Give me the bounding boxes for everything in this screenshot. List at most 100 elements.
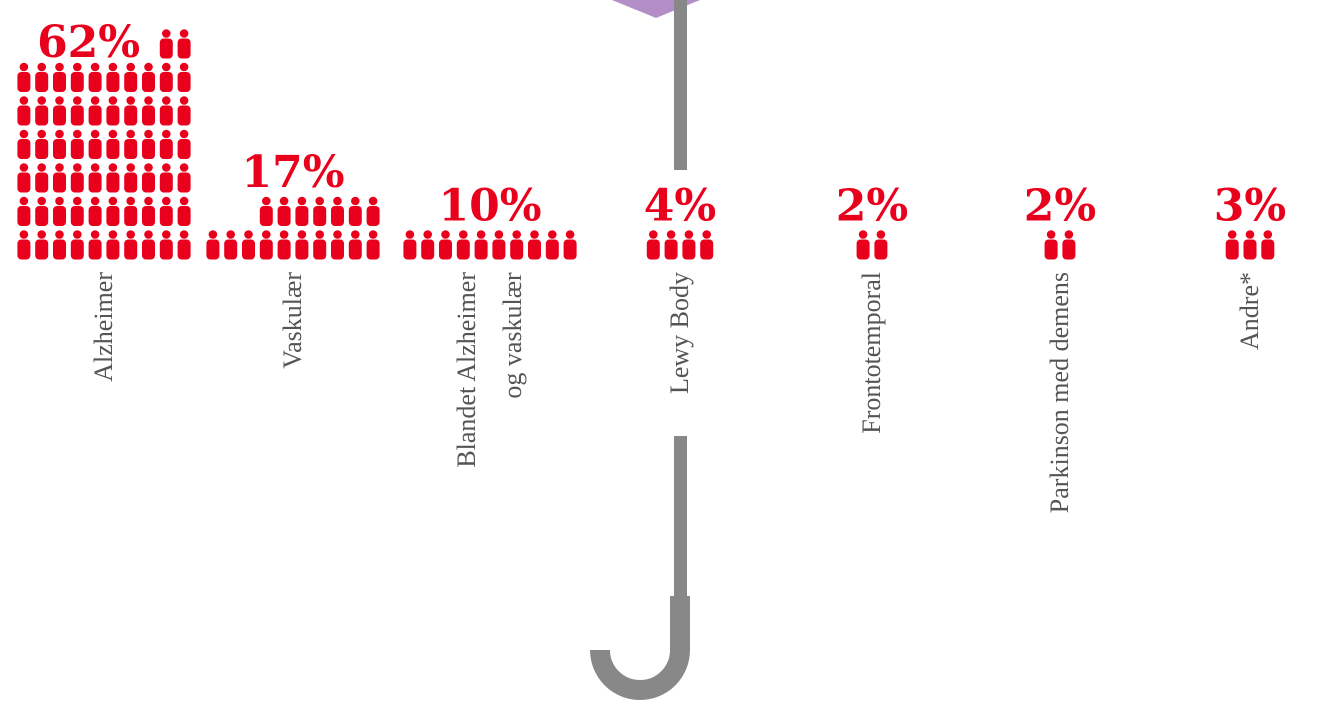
person-icon-body [1045, 240, 1058, 260]
category-label: Parkinson med demens [1037, 272, 1083, 513]
person-icon-head [73, 130, 82, 139]
person-icon-head [109, 197, 118, 206]
person-icon-body [142, 106, 155, 126]
person-icon-head [73, 230, 82, 239]
person-icon-body [124, 72, 137, 92]
value-label: 17% [241, 147, 344, 198]
person-icon-body [35, 206, 48, 226]
pictogram-group [403, 230, 576, 259]
person-icon-head [244, 230, 253, 239]
person-icon-body [53, 139, 66, 159]
person-icon-body [53, 173, 66, 193]
value-label: 2% [836, 181, 908, 232]
person-icon-body [349, 240, 362, 260]
person-icon-body [142, 206, 155, 226]
value-label: 4% [644, 181, 716, 232]
person-icon-body [142, 240, 155, 260]
person-icon-head [180, 29, 189, 38]
person-icon-body [206, 240, 219, 260]
person-icon-body [160, 39, 173, 59]
person-icon-head [91, 163, 100, 172]
person-icon-head [180, 163, 189, 172]
pictogram-group [1226, 230, 1275, 259]
person-icon-head [298, 230, 307, 239]
person-icon-body [17, 173, 30, 193]
value-label: 2% [1024, 181, 1096, 232]
person-icon-body [546, 240, 559, 260]
person-icon-body [160, 139, 173, 159]
person-icon-body [35, 240, 48, 260]
person-icon-head [144, 130, 153, 139]
person-icon-head [91, 96, 100, 105]
person-icon-body [278, 240, 291, 260]
person-icon-head [226, 230, 235, 239]
person-icon-body [682, 240, 695, 260]
person-icon-body [106, 206, 119, 226]
value-label: 3% [1214, 181, 1286, 232]
person-icon-body [106, 106, 119, 126]
person-icon-head [180, 130, 189, 139]
person-icon-head [37, 163, 46, 172]
category-label: Frontotemporal [849, 272, 895, 434]
person-icon-head [315, 230, 324, 239]
person-icon-body [278, 206, 291, 226]
person-icon-head [144, 63, 153, 72]
infographic: 62%17%10%4%2%2%3% AlzheimerVaskulærBland… [0, 0, 1319, 714]
person-icon-body [510, 240, 523, 260]
person-icon-body [71, 72, 84, 92]
person-icon-body [1244, 240, 1257, 260]
person-icon-head [20, 197, 29, 206]
value-label: 62% [37, 17, 140, 68]
person-icon-head [91, 230, 100, 239]
person-icon-body [17, 206, 30, 226]
person-icon-body [178, 72, 191, 92]
person-icon-head [20, 63, 29, 72]
person-icon-body [17, 139, 30, 159]
person-icon-body [17, 106, 30, 126]
person-icon-head [162, 96, 171, 105]
pictogram-group [647, 230, 713, 259]
person-icon-body [71, 206, 84, 226]
person-icon-body [71, 139, 84, 159]
person-icon-body [178, 139, 191, 159]
person-icon-body [403, 240, 416, 260]
person-icon-body [35, 106, 48, 126]
person-icon-body [1226, 240, 1239, 260]
person-icon-body [35, 173, 48, 193]
person-icon-body [160, 173, 173, 193]
person-icon-head [55, 230, 64, 239]
person-icon-head [144, 197, 153, 206]
person-icon-head [162, 63, 171, 72]
person-icon-head [126, 130, 135, 139]
person-icon-body [313, 206, 326, 226]
person-icon-head [209, 230, 218, 239]
person-icon-body [349, 206, 362, 226]
person-icon-body [124, 139, 137, 159]
person-icon-head [55, 197, 64, 206]
person-icon-head [73, 96, 82, 105]
person-icon-head [20, 230, 29, 239]
person-icon-body [106, 72, 119, 92]
person-icon-head [162, 130, 171, 139]
person-icon-body [178, 206, 191, 226]
person-icon-body [142, 72, 155, 92]
person-icon-body [89, 240, 102, 260]
person-icon-body [242, 240, 255, 260]
person-icon-head [180, 96, 189, 105]
person-icon-body [89, 139, 102, 159]
pictogram-group [206, 197, 379, 260]
person-icon-body [295, 206, 308, 226]
person-icon-head [37, 230, 46, 239]
person-icon-head [566, 230, 575, 239]
person-icon-head [351, 230, 360, 239]
person-icon-head [423, 230, 432, 239]
person-icon-body [124, 240, 137, 260]
person-icon-body [71, 106, 84, 126]
person-icon-head [180, 197, 189, 206]
category-label: Alzheimer [81, 272, 127, 382]
person-icon-body [647, 240, 660, 260]
person-icon-body [142, 139, 155, 159]
person-icon-body [142, 173, 155, 193]
person-icon-head [162, 197, 171, 206]
person-icon-head [406, 230, 415, 239]
